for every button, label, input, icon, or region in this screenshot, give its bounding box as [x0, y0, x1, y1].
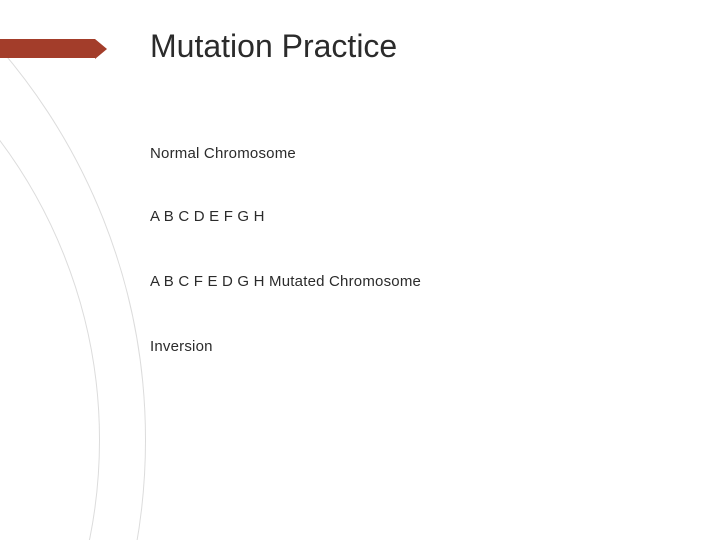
- normal-chromosome-label: Normal Chromosome: [150, 145, 296, 162]
- slide-title: Mutation Practice: [150, 28, 397, 65]
- mutated-chromosome-line: A B C F E D G H Mutated Chromosome: [150, 273, 421, 290]
- mutation-type: Inversion: [150, 338, 213, 355]
- normal-chromosome-sequence: A B C D E F G H: [150, 208, 265, 225]
- accent-arrow-bar: [0, 39, 95, 58]
